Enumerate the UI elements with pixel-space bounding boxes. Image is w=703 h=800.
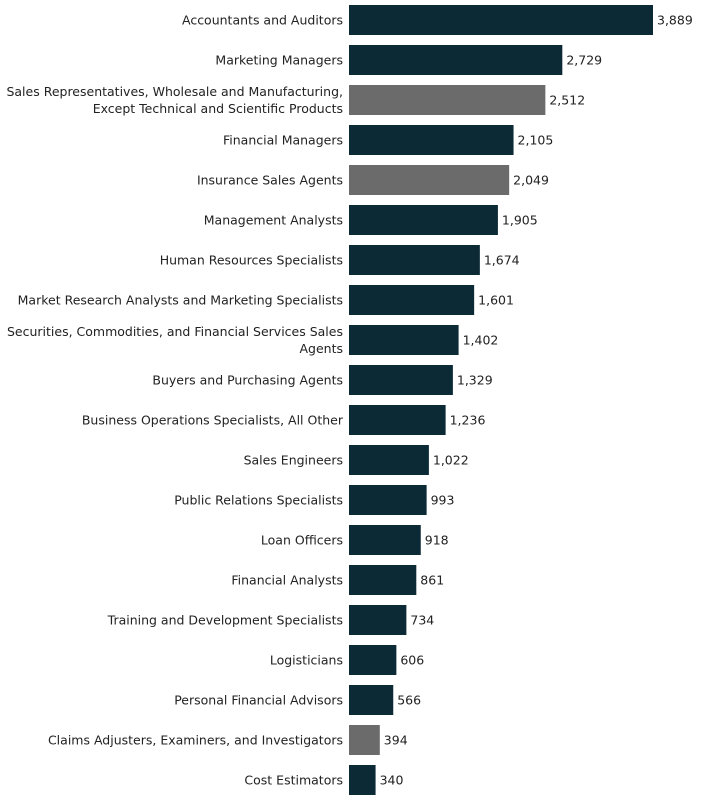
bar (349, 365, 453, 395)
category-label: Securities, Commodities, and Financial S… (7, 324, 343, 356)
value-label: 993 (431, 493, 455, 508)
bar (349, 445, 429, 475)
category-label: Marketing Managers (215, 53, 343, 68)
value-label: 1,022 (433, 453, 469, 468)
value-label: 1,905 (502, 213, 538, 228)
bar (349, 285, 475, 315)
category-label: Management Analysts (204, 213, 343, 228)
bar (349, 565, 417, 595)
value-label: 394 (384, 733, 408, 748)
category-label: Financial Analysts (231, 573, 343, 588)
bar (349, 125, 514, 155)
category-label: Public Relations Specialists (174, 493, 343, 508)
category-label: Accountants and Auditors (182, 13, 343, 28)
value-label: 2,512 (549, 93, 585, 108)
value-label: 1,674 (484, 253, 520, 268)
category-label: Financial Managers (223, 133, 343, 148)
bar (349, 405, 446, 435)
category-label: Loan Officers (261, 533, 343, 548)
bar (349, 325, 459, 355)
value-label: 2,729 (566, 53, 602, 68)
category-label: Human Resources Specialists (160, 253, 343, 268)
bar (349, 485, 427, 515)
value-label: 1,601 (478, 293, 514, 308)
bar (349, 765, 376, 795)
value-label: 340 (380, 773, 404, 788)
category-label: Personal Financial Advisors (174, 693, 343, 708)
bar (349, 165, 510, 195)
value-label: 1,236 (450, 413, 486, 428)
category-label: Cost Estimators (244, 773, 343, 788)
category-label: Business Operations Specialists, All Oth… (82, 413, 344, 428)
category-label: Logisticians (270, 653, 343, 668)
category-label: Buyers and Purchasing Agents (152, 373, 343, 388)
value-label: 566 (397, 693, 421, 708)
value-label: 1,329 (457, 373, 493, 388)
bar (349, 5, 653, 35)
category-label: Insurance Sales Agents (197, 173, 343, 188)
bar (349, 525, 421, 555)
bar (349, 725, 380, 755)
value-label: 3,889 (657, 13, 693, 28)
value-label: 2,105 (518, 133, 554, 148)
bar (349, 685, 394, 715)
value-label: 861 (420, 573, 444, 588)
category-label: Sales Representatives, Wholesale and Man… (6, 84, 343, 116)
bar (349, 85, 546, 115)
value-label: 918 (425, 533, 449, 548)
category-label: Market Research Analysts and Marketing S… (18, 293, 343, 308)
value-label: 1,402 (463, 333, 499, 348)
bar (349, 645, 397, 675)
value-label: 734 (410, 613, 434, 628)
bar (349, 205, 498, 235)
value-label: 606 (400, 653, 424, 668)
bar (349, 605, 407, 635)
category-label: Training and Development Specialists (107, 613, 343, 628)
category-label: Claims Adjusters, Examiners, and Investi… (48, 733, 343, 748)
bar (349, 45, 563, 75)
value-label: 2,049 (513, 173, 549, 188)
bar (349, 245, 480, 275)
category-label: Sales Engineers (244, 453, 343, 468)
